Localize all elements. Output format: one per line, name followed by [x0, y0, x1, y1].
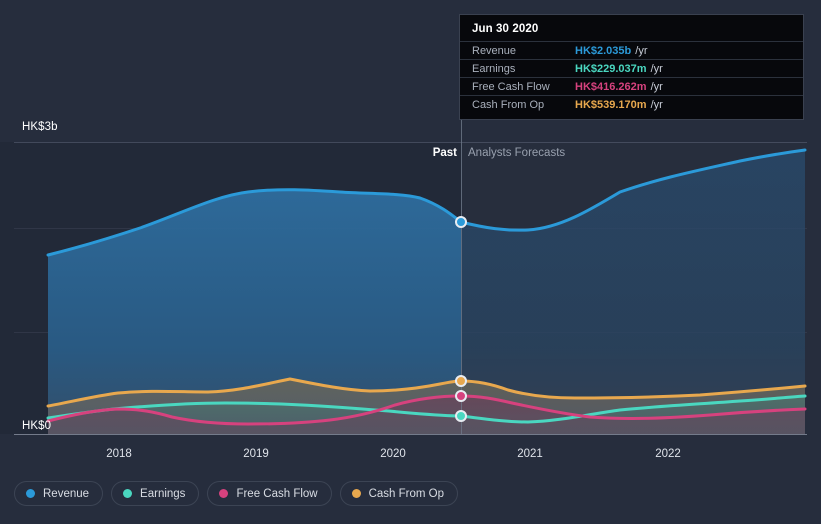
tooltip-row-revenue: Revenue HK$2.035b /yr	[460, 41, 803, 59]
x-tick-2019: 2019	[243, 448, 269, 460]
tooltip-value-cash-from-op: HK$539.170m	[575, 98, 647, 111]
revenue-line-forecast	[459, 148, 807, 232]
x-tick-2021: 2021	[517, 448, 543, 460]
x-tick-2018: 2018	[106, 448, 132, 460]
marker-earnings[interactable]	[455, 410, 467, 422]
free-cash-flow-line	[46, 394, 807, 426]
revenue-line-past	[46, 188, 463, 257]
revenue-area-past	[48, 189, 461, 434]
chart-legend: Revenue Earnings Free Cash Flow Cash Fro…	[14, 481, 459, 506]
tooltip-row-free-cash-flow: Free Cash Flow HK$416.262m /yr	[460, 77, 803, 95]
analysts-forecasts-label: Analysts Forecasts	[468, 147, 566, 159]
legend-dot-cash-from-op-icon	[351, 489, 361, 498]
tooltip-unit-earnings: /yr	[650, 62, 663, 75]
earnings-line	[46, 394, 807, 424]
legend-item-free-cash-flow[interactable]: Free Cash Flow	[207, 481, 332, 506]
legend-item-cash-from-op[interactable]: Cash From Op	[339, 481, 459, 506]
y-axis-label-bottom: HK$0	[22, 420, 52, 432]
tooltip-row-earnings: Earnings HK$229.037m /yr	[460, 59, 803, 77]
plot-background-gutter	[805, 142, 821, 434]
past-label: Past	[432, 147, 457, 159]
legend-item-revenue[interactable]: Revenue	[14, 481, 104, 506]
legend-label-free-cash-flow: Free Cash Flow	[236, 487, 318, 500]
tooltip-unit-free-cash-flow: /yr	[650, 80, 663, 93]
tooltip-date: Jun 30 2020	[472, 23, 539, 35]
legend-dot-revenue-icon	[26, 489, 35, 498]
legend-item-earnings[interactable]: Earnings	[111, 481, 200, 506]
marker-free-cash-flow[interactable]	[455, 390, 467, 402]
tooltip-label-free-cash-flow: Free Cash Flow	[472, 80, 550, 93]
data-tooltip: Jun 30 2020 Revenue HK$2.035b /yr Earnin…	[459, 14, 804, 120]
highlight-markers	[455, 216, 467, 422]
legend-dot-earnings-icon	[123, 489, 133, 498]
tooltip-unit-cash-from-op: /yr	[650, 98, 663, 111]
tooltip-row-cash-from-op: Cash From Op HK$539.170m /yr	[460, 95, 803, 113]
tooltip-value-free-cash-flow: HK$416.262m	[575, 80, 647, 93]
tooltip-value-earnings: HK$229.037m	[575, 62, 647, 75]
tooltip-label-earnings: Earnings	[472, 62, 516, 75]
legend-dot-free-cash-flow-icon	[219, 489, 229, 498]
tooltip-label-revenue: Revenue	[472, 44, 517, 57]
revenue-area-forecast	[461, 150, 805, 434]
cash-from-op-line	[46, 377, 807, 408]
tooltip-label-cash-from-op: Cash From Op	[472, 98, 545, 111]
marker-revenue[interactable]	[455, 216, 467, 228]
chart-canvas	[14, 120, 821, 435]
x-tick-2022: 2022	[655, 448, 681, 460]
x-tick-2020: 2020	[380, 448, 406, 460]
y-axis-label-top: HK$3b	[22, 121, 58, 133]
tooltip-value-revenue: HK$2.035b	[575, 44, 632, 57]
marker-cash-from-op[interactable]	[455, 375, 467, 387]
legend-label-earnings: Earnings	[140, 487, 186, 500]
chart-plot-area: HK$3b HK$0 Past Analysts Forecasts	[14, 120, 821, 435]
legend-label-cash-from-op: Cash From Op	[368, 487, 445, 500]
legend-label-revenue: Revenue	[43, 487, 90, 500]
tooltip-unit-revenue: /yr	[635, 44, 648, 57]
